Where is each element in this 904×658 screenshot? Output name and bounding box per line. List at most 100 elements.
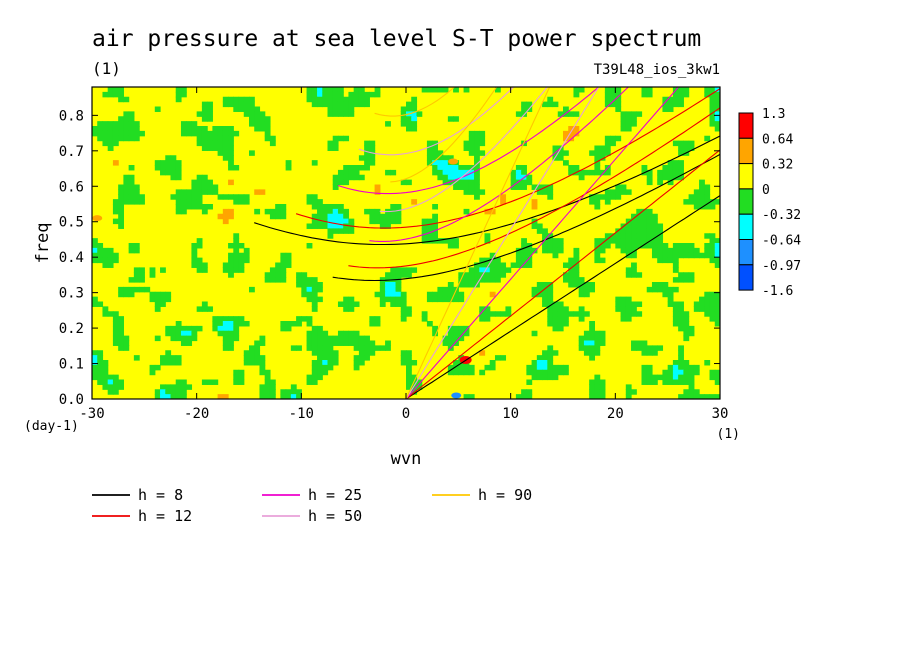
field-cell bbox=[547, 301, 554, 307]
field-cell bbox=[437, 165, 444, 171]
field-cell bbox=[699, 296, 705, 303]
field-cell bbox=[92, 243, 98, 249]
field-cell bbox=[678, 301, 684, 307]
field-cell bbox=[97, 360, 104, 366]
field-cell bbox=[180, 121, 187, 127]
field-cell bbox=[714, 374, 720, 381]
field-cell bbox=[123, 286, 130, 293]
field-cell bbox=[447, 165, 454, 171]
field-cell bbox=[112, 389, 119, 395]
field-cell bbox=[133, 355, 140, 361]
field-cell bbox=[636, 272, 643, 278]
field-cell bbox=[118, 316, 124, 322]
field-cell bbox=[468, 282, 475, 288]
field-cell bbox=[228, 345, 234, 351]
field-cell bbox=[196, 204, 203, 210]
field-cell bbox=[228, 165, 234, 171]
field-cell bbox=[306, 340, 313, 346]
field-cell bbox=[107, 87, 114, 93]
field-cell bbox=[657, 223, 664, 229]
field-cell bbox=[243, 106, 250, 112]
field-cell bbox=[385, 282, 391, 288]
field-cell bbox=[243, 111, 250, 117]
field-cell bbox=[170, 194, 177, 200]
field-cell bbox=[102, 262, 109, 268]
field-cell bbox=[165, 394, 172, 399]
field-cell bbox=[180, 394, 187, 399]
field-cell bbox=[531, 291, 538, 298]
field-cell bbox=[709, 121, 716, 127]
field-cell bbox=[573, 311, 580, 317]
field-cell bbox=[557, 321, 564, 327]
field-cell bbox=[542, 243, 548, 249]
field-cell bbox=[175, 394, 182, 399]
field-cell bbox=[364, 91, 370, 98]
field-cell bbox=[102, 91, 109, 98]
field-cell bbox=[123, 126, 130, 132]
field-cell bbox=[662, 252, 669, 259]
field-cell bbox=[228, 150, 234, 156]
field-cell bbox=[207, 116, 213, 122]
field-cell bbox=[463, 174, 470, 181]
field-cell bbox=[657, 233, 664, 239]
field-cell bbox=[395, 272, 402, 278]
field-cell bbox=[573, 257, 580, 264]
field-cell bbox=[175, 91, 182, 98]
field-cell bbox=[594, 257, 601, 264]
field-cell bbox=[474, 194, 480, 200]
field-cell bbox=[92, 126, 98, 132]
field-cell bbox=[714, 238, 720, 244]
field-cell bbox=[112, 87, 119, 93]
field-cell bbox=[573, 272, 580, 278]
field-cell bbox=[170, 325, 177, 332]
field-cell bbox=[662, 379, 669, 385]
field-cell bbox=[468, 174, 475, 181]
field-cell bbox=[411, 199, 418, 205]
field-cell bbox=[426, 140, 433, 147]
field-cell bbox=[123, 340, 130, 346]
field-cell bbox=[118, 87, 124, 93]
field-cell bbox=[641, 340, 648, 346]
field-cell bbox=[641, 243, 648, 249]
field-cell bbox=[390, 296, 397, 303]
field-cell bbox=[615, 301, 622, 307]
field-cell bbox=[557, 369, 564, 376]
field-cell bbox=[97, 130, 104, 137]
field-cell bbox=[290, 345, 297, 351]
field-cell bbox=[557, 301, 564, 307]
dispersion-curve-h90 bbox=[390, 87, 498, 183]
field-cell bbox=[578, 87, 585, 93]
field-cell bbox=[515, 184, 522, 190]
field-cell bbox=[599, 247, 606, 254]
field-cell bbox=[646, 208, 653, 215]
field-cell bbox=[662, 174, 669, 181]
field-cell bbox=[594, 155, 601, 161]
field-cell bbox=[222, 325, 229, 332]
field-cell bbox=[510, 184, 517, 190]
field-cell bbox=[149, 296, 156, 303]
field-cell bbox=[458, 291, 465, 298]
field-cell bbox=[463, 140, 470, 147]
dispersion-curve-h8 bbox=[405, 195, 720, 399]
chart-title: air pressure at sea level S-T power spec… bbox=[92, 26, 701, 52]
field-cell bbox=[390, 218, 397, 225]
field-cell bbox=[552, 243, 559, 249]
field-cell bbox=[374, 208, 381, 215]
field-cell bbox=[474, 145, 480, 151]
field-cell bbox=[400, 350, 407, 356]
field-cell bbox=[243, 194, 250, 200]
field-cell bbox=[201, 135, 208, 142]
field-cell bbox=[337, 335, 344, 342]
field-cell bbox=[259, 126, 266, 132]
field-cell bbox=[201, 262, 208, 268]
field-cell bbox=[526, 247, 533, 254]
field-cell bbox=[594, 394, 601, 399]
field-cell bbox=[453, 169, 459, 176]
field-cell bbox=[154, 301, 161, 307]
field-cell bbox=[589, 199, 595, 205]
field-cell bbox=[374, 321, 381, 327]
field-cell bbox=[348, 169, 355, 176]
field-cell bbox=[369, 208, 376, 215]
field-cell bbox=[662, 257, 669, 264]
field-cell bbox=[573, 267, 580, 273]
